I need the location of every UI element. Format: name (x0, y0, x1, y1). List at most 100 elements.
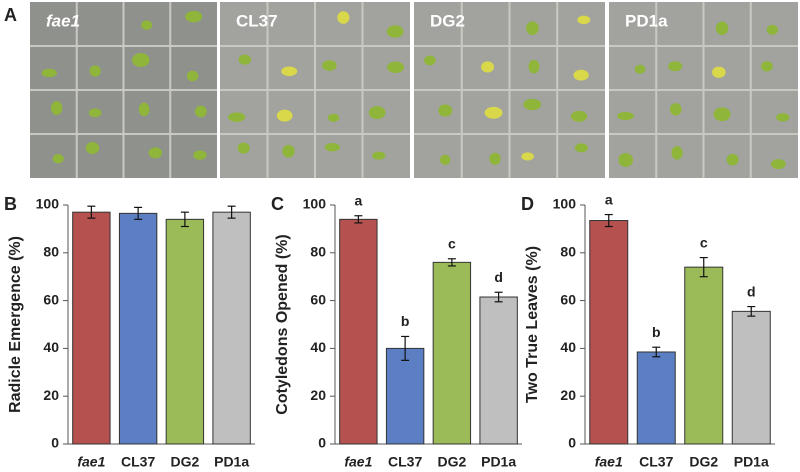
y-tick-label: 100 (303, 196, 327, 212)
significance-letter: c (448, 235, 456, 251)
significance-letter: b (652, 324, 661, 340)
seedling (617, 111, 634, 121)
y-axis-label: Radicle Emergence (%) (7, 236, 24, 413)
error-bar (134, 206, 143, 220)
significance-letter: a (605, 191, 613, 207)
seedling (770, 159, 786, 170)
seedling (148, 147, 163, 159)
seedling (238, 54, 252, 65)
bar (385, 347, 425, 445)
y-tick-label: 100 (36, 196, 60, 212)
seedling (281, 66, 298, 77)
photo-label: CL37 (236, 11, 278, 30)
seedling (372, 151, 386, 160)
photo-label: DG2 (430, 11, 465, 30)
seedling (141, 20, 153, 30)
y-tick-label: 60 (310, 291, 326, 307)
significance-letter: d (494, 269, 503, 285)
seedling (766, 24, 779, 35)
x-tick-label: PD1a (734, 454, 769, 470)
bar (684, 266, 724, 445)
seedling (132, 53, 150, 67)
significance-letter: a (354, 192, 362, 208)
seedling (715, 21, 729, 35)
seedling (668, 61, 683, 72)
seedling (386, 25, 404, 38)
seedling (489, 152, 501, 165)
seedling (41, 68, 57, 78)
y-tick-label: 0 (318, 435, 326, 451)
seedling (193, 150, 207, 160)
photo-label: fae1 (46, 11, 80, 30)
seedling (282, 144, 295, 158)
seedling (618, 153, 634, 167)
seedling (89, 65, 101, 77)
error-bar (180, 211, 189, 228)
panel-letter: A (4, 5, 17, 25)
bar (339, 218, 378, 445)
seedling (776, 113, 790, 122)
y-tick-label: 40 (560, 339, 576, 355)
seedling (438, 104, 453, 117)
x-tick-label: CL37 (121, 454, 155, 470)
y-tick-label: 40 (310, 339, 326, 355)
seedling (713, 107, 731, 122)
seedling (52, 154, 64, 164)
error-bar (604, 213, 613, 228)
bar (212, 211, 251, 445)
error-bar (447, 258, 456, 267)
panel-letter: C (271, 194, 284, 214)
seedling (88, 108, 102, 118)
seedling (322, 60, 337, 71)
error-bar (699, 256, 708, 278)
seedling (138, 102, 150, 117)
bar (589, 220, 629, 445)
seedling (194, 105, 207, 118)
significance-letter: d (747, 283, 756, 299)
y-tick-label: 80 (43, 244, 59, 260)
error-bar (354, 215, 363, 224)
panel-letter: D (521, 194, 534, 214)
significance-letter: b (401, 313, 410, 329)
seedling (528, 59, 540, 74)
error-bar (227, 205, 236, 219)
seedling (481, 61, 495, 73)
error-bar (401, 335, 410, 361)
x-tick-label: PD1a (481, 454, 516, 470)
bar (731, 310, 771, 445)
seedling (368, 106, 386, 120)
seedling (669, 103, 682, 116)
seedling (577, 15, 591, 25)
seedling (439, 154, 451, 166)
bar (165, 218, 205, 445)
error-bar (747, 305, 756, 317)
y-tick-label: 20 (310, 387, 326, 403)
bar (479, 296, 518, 445)
y-tick-label: 40 (43, 339, 59, 355)
seedling (761, 61, 773, 72)
seedling (424, 55, 436, 66)
seedling (573, 69, 589, 81)
y-tick-label: 0 (568, 435, 576, 451)
bar (636, 351, 676, 445)
seedling (523, 98, 542, 111)
photo-label: PD1a (625, 11, 668, 30)
error-bar (87, 205, 96, 219)
seedling (50, 101, 63, 116)
seedling (521, 152, 534, 161)
bar (72, 211, 111, 445)
error-bar (652, 346, 661, 358)
seedling (526, 21, 539, 35)
x-tick-label: DG2 (689, 454, 718, 470)
x-tick-label: PD1a (214, 454, 249, 470)
y-axis-label: Two True Leaves (%) (524, 246, 541, 403)
y-tick-label: 60 (560, 291, 576, 307)
seedling (570, 110, 588, 122)
x-tick-label: DG2 (170, 454, 199, 470)
x-tick-label: CL37 (388, 454, 422, 470)
x-tick-label: DG2 (437, 454, 466, 470)
seedling (186, 70, 199, 82)
seedling (726, 153, 739, 166)
y-tick-label: 20 (560, 387, 576, 403)
